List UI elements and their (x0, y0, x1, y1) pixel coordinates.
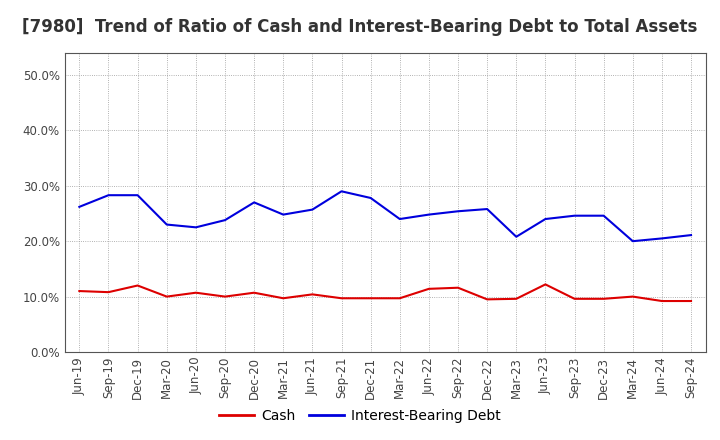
Interest-Bearing Debt (192, 225, 200, 230)
Interest-Bearing Debt (425, 212, 433, 217)
Cash (483, 297, 492, 302)
Cash (395, 296, 404, 301)
Cash (425, 286, 433, 291)
Cash (163, 294, 171, 299)
Interest-Bearing Debt (570, 213, 579, 218)
Legend: Cash, Interest-Bearing Debt: Cash, Interest-Bearing Debt (214, 403, 506, 429)
Interest-Bearing Debt (133, 193, 142, 198)
Interest-Bearing Debt (629, 238, 637, 244)
Cash (599, 296, 608, 301)
Cash (250, 290, 258, 295)
Cash (570, 296, 579, 301)
Interest-Bearing Debt (75, 204, 84, 209)
Cash (308, 292, 317, 297)
Cash (337, 296, 346, 301)
Line: Interest-Bearing Debt: Interest-Bearing Debt (79, 191, 691, 241)
Cash (192, 290, 200, 295)
Line: Cash: Cash (79, 284, 691, 301)
Cash (279, 296, 287, 301)
Interest-Bearing Debt (366, 195, 375, 201)
Cash (454, 285, 462, 290)
Cash (133, 283, 142, 288)
Interest-Bearing Debt (687, 232, 696, 238)
Cash (366, 296, 375, 301)
Interest-Bearing Debt (220, 217, 229, 223)
Interest-Bearing Debt (279, 212, 287, 217)
Interest-Bearing Debt (512, 234, 521, 239)
Interest-Bearing Debt (454, 209, 462, 214)
Interest-Bearing Debt (483, 206, 492, 212)
Text: [7980]  Trend of Ratio of Cash and Interest-Bearing Debt to Total Assets: [7980] Trend of Ratio of Cash and Intere… (22, 18, 698, 36)
Interest-Bearing Debt (308, 207, 317, 212)
Interest-Bearing Debt (104, 193, 113, 198)
Cash (657, 298, 666, 304)
Cash (220, 294, 229, 299)
Interest-Bearing Debt (657, 236, 666, 241)
Cash (541, 282, 550, 287)
Interest-Bearing Debt (541, 216, 550, 222)
Cash (512, 296, 521, 301)
Cash (629, 294, 637, 299)
Interest-Bearing Debt (599, 213, 608, 218)
Interest-Bearing Debt (337, 189, 346, 194)
Interest-Bearing Debt (250, 200, 258, 205)
Cash (687, 298, 696, 304)
Cash (75, 288, 84, 293)
Interest-Bearing Debt (163, 222, 171, 227)
Cash (104, 290, 113, 295)
Interest-Bearing Debt (395, 216, 404, 222)
